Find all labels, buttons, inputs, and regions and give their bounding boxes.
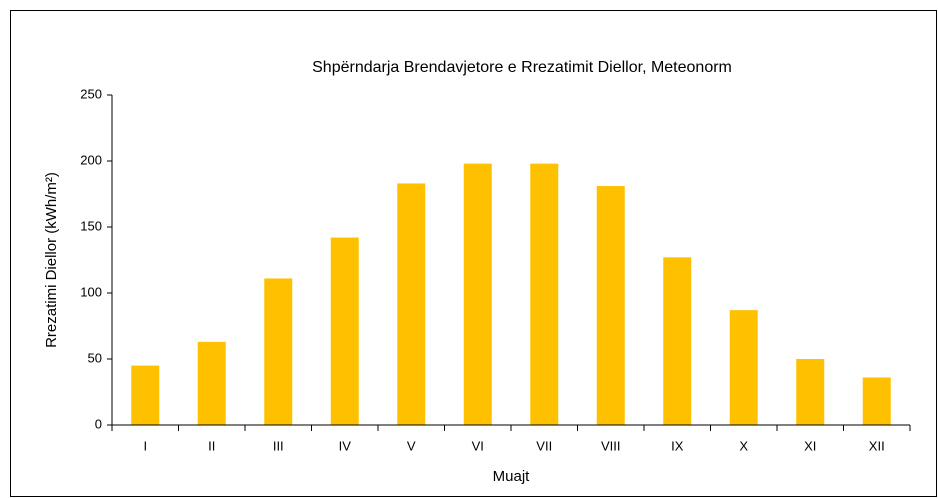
bar <box>131 365 160 425</box>
bar <box>197 341 226 425</box>
x-tick-label: III <box>273 438 284 453</box>
y-tick-label: 250 <box>80 86 102 101</box>
x-axis-label: Muajt <box>493 468 531 485</box>
y-tick-label: 200 <box>80 152 102 167</box>
x-tick-label: XII <box>869 438 885 453</box>
bar <box>530 163 559 425</box>
chart-title: Shpërndarja Brendavjetore e Rrezatimit D… <box>312 59 732 76</box>
bar <box>796 359 825 425</box>
x-tick-label: I <box>143 438 147 453</box>
y-tick-label: 150 <box>80 218 102 233</box>
y-tick-label: 50 <box>88 350 102 365</box>
x-tick-label: VII <box>536 438 552 453</box>
x-tick-label: V <box>407 438 416 453</box>
x-tick-label: IV <box>339 438 352 453</box>
bar <box>463 163 492 425</box>
x-tick-label: II <box>208 438 215 453</box>
bar <box>264 278 293 425</box>
bar <box>596 186 625 425</box>
y-tick-label: 100 <box>80 284 102 299</box>
x-tick-label: XI <box>804 438 816 453</box>
y-tick-label: 0 <box>95 416 102 431</box>
x-tick-label: X <box>739 438 748 453</box>
bar <box>397 183 426 425</box>
x-tick-label: VIII <box>601 438 621 453</box>
bar <box>729 310 758 425</box>
bar <box>663 257 692 425</box>
x-tick-label: VI <box>472 438 484 453</box>
y-axis-label: Rrezatimi Diellor (kWh/m²) <box>43 172 60 348</box>
bar <box>330 237 359 425</box>
bar <box>862 377 891 425</box>
x-tick-label: IX <box>671 438 684 453</box>
